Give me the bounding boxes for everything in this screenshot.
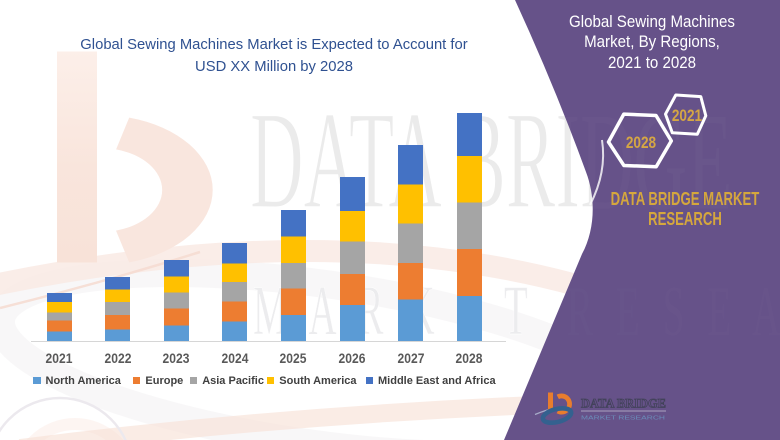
svg-text:DATA BRIDGE: DATA BRIDGE bbox=[581, 397, 666, 411]
svg-text:MARKET RESEARCH: MARKET RESEARCH bbox=[581, 416, 665, 422]
